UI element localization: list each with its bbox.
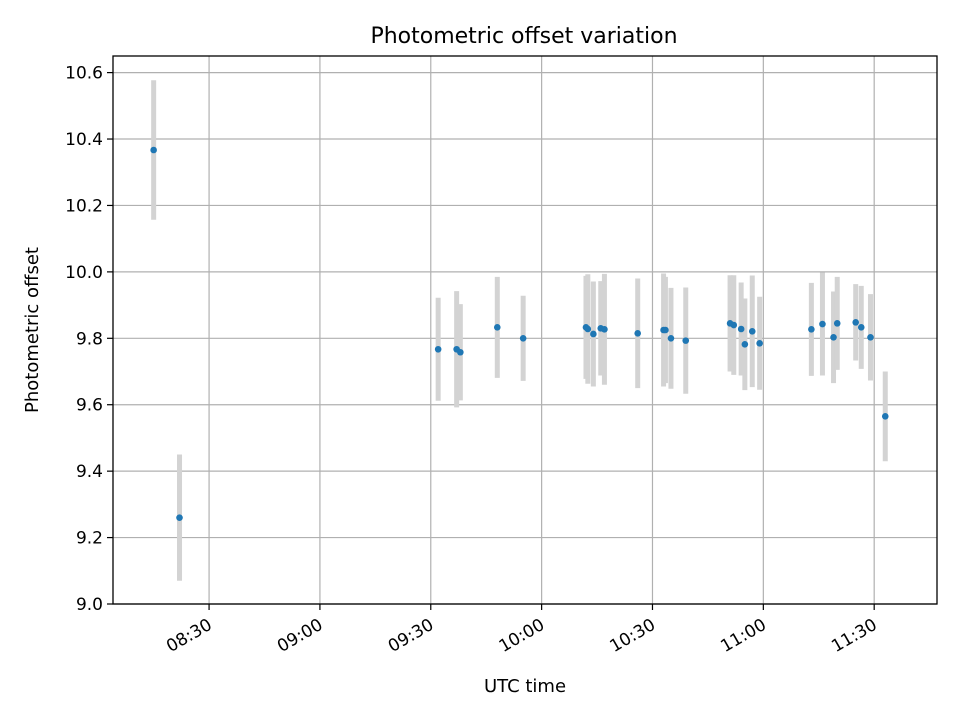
data-point [852,319,860,326]
chart-title: Photometric offset variation [370,24,677,49]
grid [113,56,937,605]
x-tick-label: 10:00 [496,615,548,657]
data-point [667,335,675,342]
y-tick-label: 9.4 [76,462,103,482]
data-point [682,337,690,344]
data-point [150,146,157,154]
x-tick-label: 08:30 [163,615,215,657]
y-tick-label: 10.2 [65,196,103,216]
errorbars [151,80,888,581]
data-point [833,320,841,327]
x-tick-label: 09:30 [385,615,437,657]
data-point [457,348,464,356]
x-axis-ticks: 08:30 09:00 09:30 10:00 10:30 11:00 11:30 [163,604,881,657]
x-tick-label: 11:00 [717,615,769,657]
y-axis-ticks: 9.0 9.2 9.4 9.6 9.8 10.0 10.2 10.4 10.6 [65,64,113,615]
data-point [176,514,183,521]
data-point [519,335,527,342]
data-point [808,326,815,333]
data-point [881,413,889,420]
data-point [434,345,442,353]
data-point [756,339,763,347]
x-axis-label: UTC time [484,676,566,697]
data-point [867,334,874,341]
data-point [493,324,501,331]
data-point [857,324,865,331]
data-point [584,325,592,333]
x-tick-label: 09:00 [274,615,326,657]
y-tick-label: 9.2 [76,529,103,549]
plot-frame [112,55,938,605]
x-tick-label: 11:30 [828,615,880,657]
y-tick-label: 10.0 [65,263,103,283]
data-point [634,330,641,337]
data-points [150,146,889,521]
y-axis-label: Photometric offset [22,247,43,413]
y-tick-label: 9.0 [76,595,103,615]
data-point [730,321,738,329]
data-point [737,325,745,333]
y-tick-label: 10.4 [65,130,103,150]
data-point [601,326,608,333]
data-point [748,328,756,335]
x-tick-label: 10:30 [607,615,659,657]
y-tick-label: 10.6 [65,64,103,84]
data-point [819,320,826,328]
data-point [741,340,749,348]
data-point [590,330,597,338]
y-tick-label: 9.8 [76,329,103,349]
data-point [662,326,669,334]
data-point [830,334,837,341]
y-tick-label: 9.6 [76,396,103,416]
